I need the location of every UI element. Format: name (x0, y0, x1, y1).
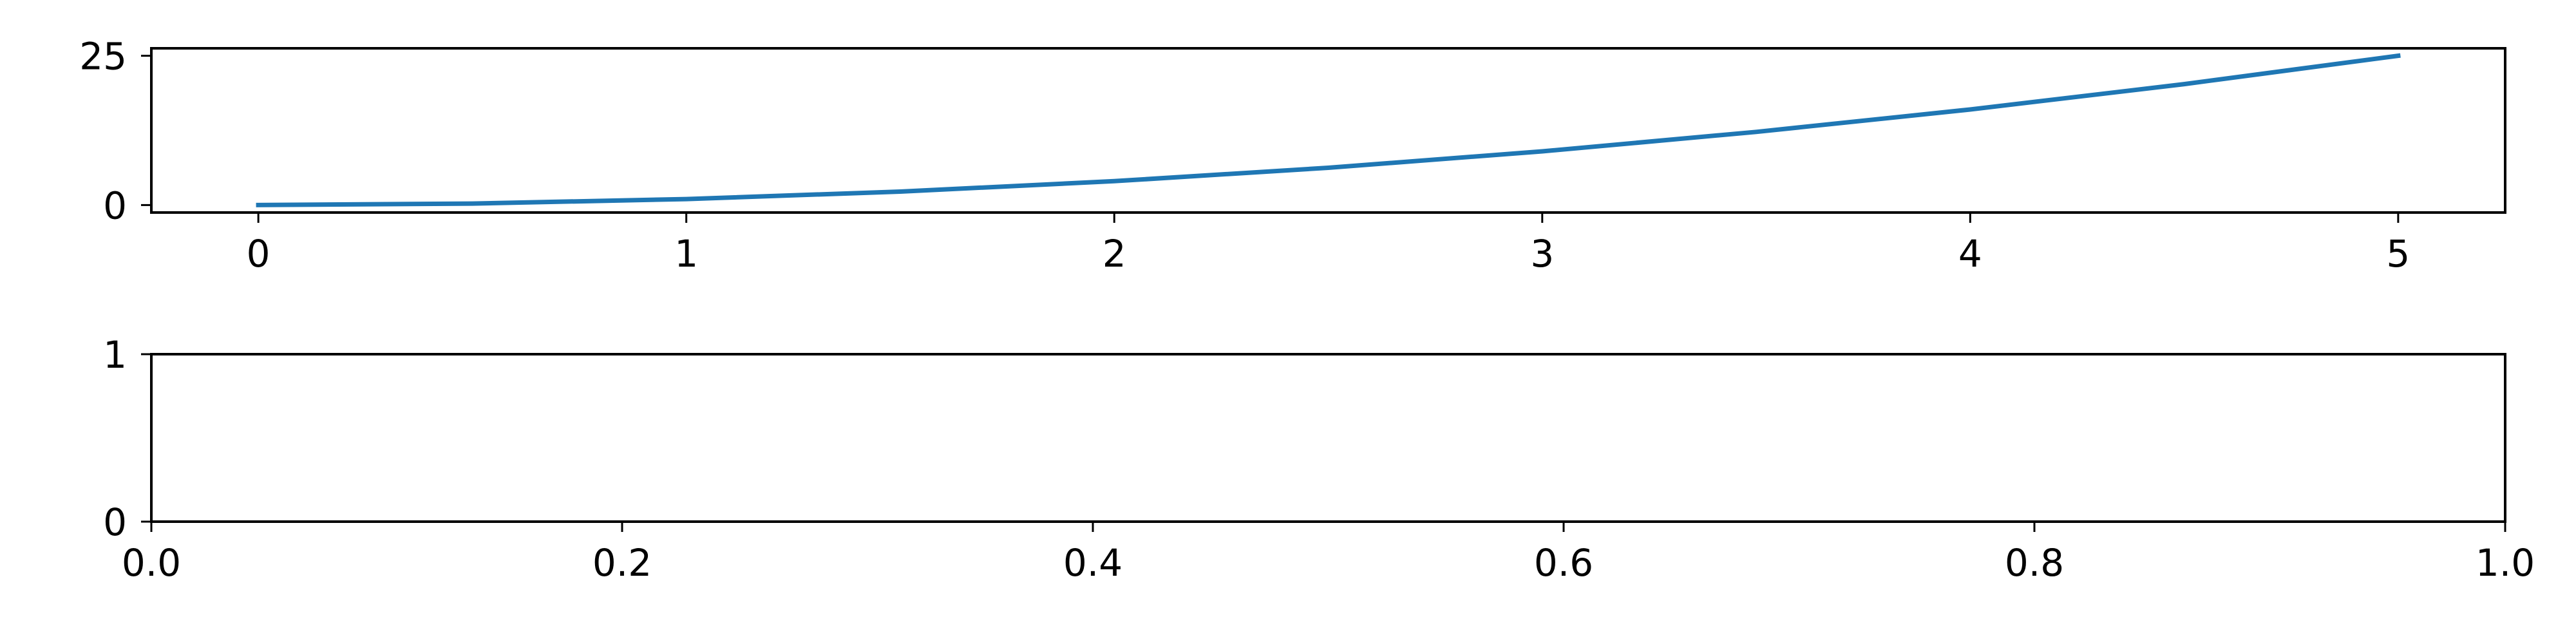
axes-frame (150, 353, 2506, 523)
top-subplot: 0 1 2 3 4 5 0 25 (79, 35, 2506, 276)
bottom-subplot: 0.0 0.2 0.4 0.6 0.8 1.0 0 1 (103, 333, 2535, 585)
y-tick-label: 0 (103, 184, 127, 227)
axes-frame (150, 47, 2506, 214)
x-tick-label: 0.4 (1063, 541, 1122, 585)
x-tick-label: 0.2 (592, 541, 652, 585)
x-tick-label: 3 (1530, 232, 1554, 276)
x-tick-label: 0.0 (122, 541, 181, 585)
x-tick-label: 2 (1103, 232, 1126, 276)
x-tick-label: 4 (1958, 232, 1982, 276)
x-tick-label: 0.6 (1534, 541, 1593, 585)
y-tick-label: 1 (103, 333, 127, 377)
x-tick-label: 1.0 (2476, 541, 2535, 585)
x-tick-label: 1 (674, 232, 698, 276)
series-line-0 (256, 53, 2401, 207)
x-tick-label: 5 (2386, 232, 2410, 276)
x-tick-label: 0.8 (2005, 541, 2064, 585)
x-tick-label: 0 (247, 232, 270, 276)
y-tick-label: 25 (79, 35, 127, 79)
y-tick-label: 0 (103, 500, 127, 544)
